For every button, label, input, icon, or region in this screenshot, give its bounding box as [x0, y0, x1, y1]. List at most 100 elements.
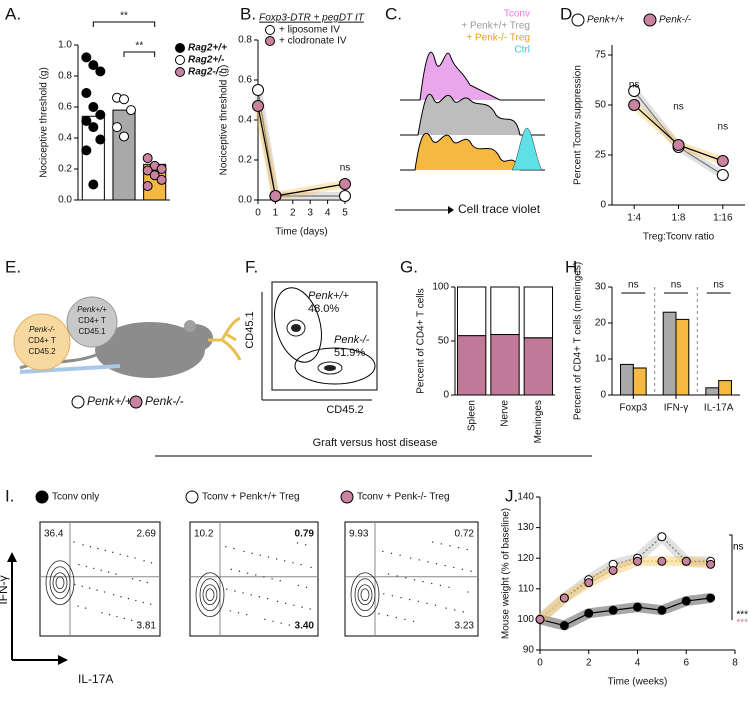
contour: [350, 572, 380, 618]
data-point: [95, 134, 106, 145]
event-dot: [246, 572, 249, 574]
plot-title: Tconv + Penk+/+ Treg: [202, 492, 300, 503]
event-dot: [96, 589, 98, 591]
data-point: [584, 578, 594, 588]
y-tick-label: 30: [595, 282, 607, 293]
panel-c: C. Tconv + Penk+/+ Treg + Penk-/- Treg C…: [385, 4, 545, 216]
event-dot: [139, 579, 141, 582]
legend-label: Rag2+/+: [188, 43, 227, 54]
annotation: **: [120, 11, 128, 22]
legend-label: Penk-/-: [659, 15, 692, 26]
data-point: [716, 169, 729, 181]
event-dot: [412, 620, 415, 622]
event-dot: [108, 613, 111, 616]
event-dot: [255, 574, 257, 576]
data-point: [269, 190, 282, 202]
event-dot: [301, 606, 303, 608]
bar: [675, 318, 690, 396]
event-dot: [310, 566, 312, 569]
contour: [291, 324, 301, 332]
event-dot: [120, 596, 122, 598]
y-tick-label: 0: [600, 200, 606, 211]
event-dot: [123, 617, 126, 620]
quadrant-value: 3.81: [137, 621, 157, 632]
contour: [286, 319, 306, 337]
bar: [620, 363, 634, 396]
y-tick-label: 100: [432, 282, 449, 293]
plot-frame: [344, 521, 479, 637]
legend-marker: [175, 43, 185, 53]
legend-label: Penk-/-: [145, 394, 184, 408]
event-dot: [112, 551, 114, 554]
y-tick-label: 75: [595, 50, 607, 61]
y-axis-label: Percent of CD4+ T cells: [416, 288, 427, 394]
event-dot: [258, 596, 261, 598]
arrow-head: [58, 655, 68, 665]
annotation: ns: [628, 280, 639, 291]
x-tick-label: 0: [255, 208, 261, 219]
event-dot: [448, 586, 450, 589]
annotation: ***: [736, 618, 748, 629]
y-tick-label: 100: [517, 614, 534, 625]
event-dot: [440, 543, 443, 545]
section-title: Graft versus host disease: [313, 437, 438, 449]
annotation: **: [135, 41, 143, 52]
event-dot: [135, 599, 137, 602]
event-dot: [150, 562, 153, 564]
y-tick-label: 0: [443, 390, 449, 401]
legend-label: Rag2+/-: [188, 55, 225, 66]
contour: [205, 588, 215, 602]
event-dot: [395, 616, 397, 619]
event-dot: [234, 590, 236, 592]
panel-letter: B.: [240, 4, 256, 23]
data-point: [88, 60, 99, 71]
event-dot: [383, 593, 385, 595]
event-dot: [143, 560, 145, 562]
event-dot: [396, 575, 398, 577]
data-point: [681, 596, 691, 606]
panel-letter: E.: [5, 257, 21, 276]
event-dot: [100, 569, 102, 572]
plot-frame: [189, 521, 319, 637]
event-dot: [409, 557, 412, 559]
annotation: ns: [673, 102, 684, 113]
x-tick-label: 3: [307, 208, 313, 219]
plot-title: Tconv only: [52, 492, 99, 503]
data-point: [672, 139, 685, 151]
event-dot: [454, 609, 456, 611]
y-tick-label: 0.8: [238, 35, 252, 46]
data-point: [535, 614, 545, 624]
event-dot: [107, 571, 110, 573]
histogram: [511, 127, 543, 171]
panel-letter: I.: [5, 486, 14, 505]
event-dot: [88, 587, 91, 589]
data-point: [142, 153, 153, 164]
event-dot: [275, 558, 278, 560]
event-dot: [297, 584, 300, 587]
legend-label: Tconv: [504, 9, 530, 20]
data-point: [633, 556, 642, 566]
y-tick-label: 10: [595, 354, 607, 365]
event-dot: [408, 598, 411, 601]
legend-marker: [35, 490, 49, 504]
y-tick-label: 0.4: [58, 133, 72, 144]
annotation: ns: [733, 542, 744, 553]
cell-label: CD45.1: [78, 327, 106, 336]
panel-letter: J.: [505, 486, 518, 505]
event-dot: [267, 556, 270, 558]
contour: [354, 578, 376, 612]
data-point: [657, 556, 667, 566]
arrow-head: [7, 552, 17, 562]
y-axis-label: Nociceptive threshold (g): [39, 67, 50, 178]
data-point: [81, 145, 92, 156]
event-dot: [150, 603, 152, 605]
legend-marker: [175, 55, 185, 65]
event-dot: [435, 563, 438, 565]
data-point: [156, 164, 167, 174]
cell-label: CD4+ T: [78, 316, 106, 325]
y-tick-label: 0.6: [238, 75, 252, 86]
event-dot: [242, 592, 244, 594]
quadrant-value: 9.93: [349, 529, 369, 540]
plot-title: Tconv + Penk-/- Treg: [357, 492, 450, 503]
annotation: ns: [713, 280, 724, 291]
